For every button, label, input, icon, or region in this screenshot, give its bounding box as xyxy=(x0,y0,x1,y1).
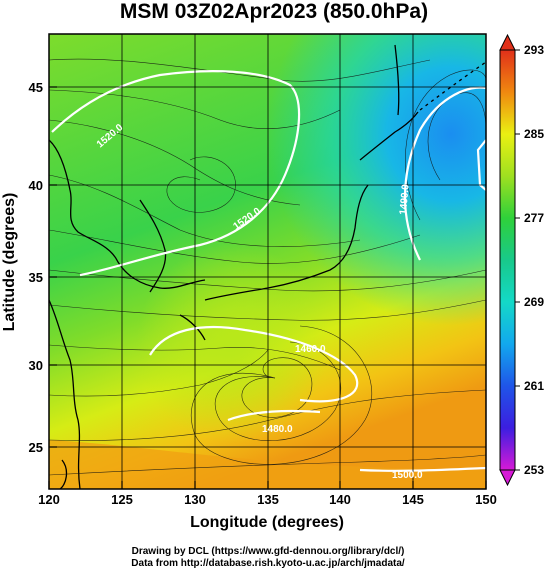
wind-streamlines xyxy=(49,58,486,476)
contour-label: 1490.0 xyxy=(398,183,412,215)
map-title: MSM 03Z02Apr2023 (850.0hPa) xyxy=(119,0,429,23)
y-axis: 25 30 35 40 45 Latitude (degrees) xyxy=(1,80,57,455)
streamline xyxy=(49,299,486,321)
anticyclone-swirl xyxy=(166,156,236,213)
contour-line xyxy=(359,466,486,472)
contour-line xyxy=(476,139,486,191)
y-axis-title: Latitude (degrees) xyxy=(1,193,18,332)
y-tick-label: 35 xyxy=(29,270,43,285)
y-tick-label: 30 xyxy=(29,358,43,373)
colorbar-tick-label: 261 xyxy=(524,379,544,393)
graticule xyxy=(49,34,486,489)
x-tick-label: 130 xyxy=(184,492,206,507)
colorbar-tick-label: 253 xyxy=(524,463,544,477)
contour-line xyxy=(51,70,301,277)
x-tick-label: 120 xyxy=(38,492,60,507)
credit-data: Data from http://database.rish.kyoto-u.a… xyxy=(131,558,405,569)
x-tick-label: 150 xyxy=(475,492,497,507)
contour-line xyxy=(149,325,359,403)
streamline xyxy=(49,229,421,264)
contour-label: 1460.0 xyxy=(295,344,326,355)
colorbar-max-arrow xyxy=(499,33,516,51)
credit-drawing: Drawing by DCL (https://www.gfd-dennou.o… xyxy=(131,546,405,557)
kuril-islands xyxy=(419,61,486,111)
streamline xyxy=(49,344,341,371)
colorbar-tick-label: 293 xyxy=(524,43,544,57)
colorbar-scale xyxy=(499,49,516,471)
streamline xyxy=(49,349,269,397)
sakhalin-coast xyxy=(394,44,400,116)
streamline xyxy=(49,89,341,129)
x-tick-label: 145 xyxy=(402,492,424,507)
cyclone-swirl xyxy=(241,357,313,418)
height-contours xyxy=(51,70,486,472)
colorbar-tick-label: 277 xyxy=(524,211,544,225)
colorbar: 253 261 269 277 285 293 xyxy=(499,33,544,487)
streamline xyxy=(49,389,486,441)
x-tick-label: 125 xyxy=(111,492,133,507)
y-tick-label: 25 xyxy=(29,440,43,455)
colorbar-tick-label: 285 xyxy=(524,127,544,141)
japan-kyushu-coast xyxy=(179,314,206,341)
streamline xyxy=(49,174,361,247)
colorbar-min-arrow xyxy=(499,469,516,487)
contour-line xyxy=(403,86,486,261)
contour-line xyxy=(227,409,321,422)
x-axis: 120 125 130 135 140 145 150 Longitude (d… xyxy=(38,481,497,531)
cyclone-swirl xyxy=(190,325,373,465)
taiwan-coast xyxy=(59,459,68,489)
japan-honshu-coast xyxy=(204,184,369,301)
contour-label: 1500.0 xyxy=(392,470,423,481)
x-tick-label: 135 xyxy=(257,492,279,507)
streamline xyxy=(49,454,486,476)
x-tick-label: 140 xyxy=(329,492,351,507)
eastern-cold-swirl xyxy=(405,69,486,221)
colorbar-tick-label: 269 xyxy=(524,295,544,309)
x-axis-title: Longitude (degrees) xyxy=(190,514,344,531)
contour-label: 1480.0 xyxy=(262,424,293,435)
y-tick-label: 45 xyxy=(29,80,43,95)
cyclone-swirl xyxy=(214,341,341,441)
china-east-coast xyxy=(49,299,81,489)
streamline xyxy=(49,119,301,206)
y-tick-label: 40 xyxy=(29,178,43,193)
